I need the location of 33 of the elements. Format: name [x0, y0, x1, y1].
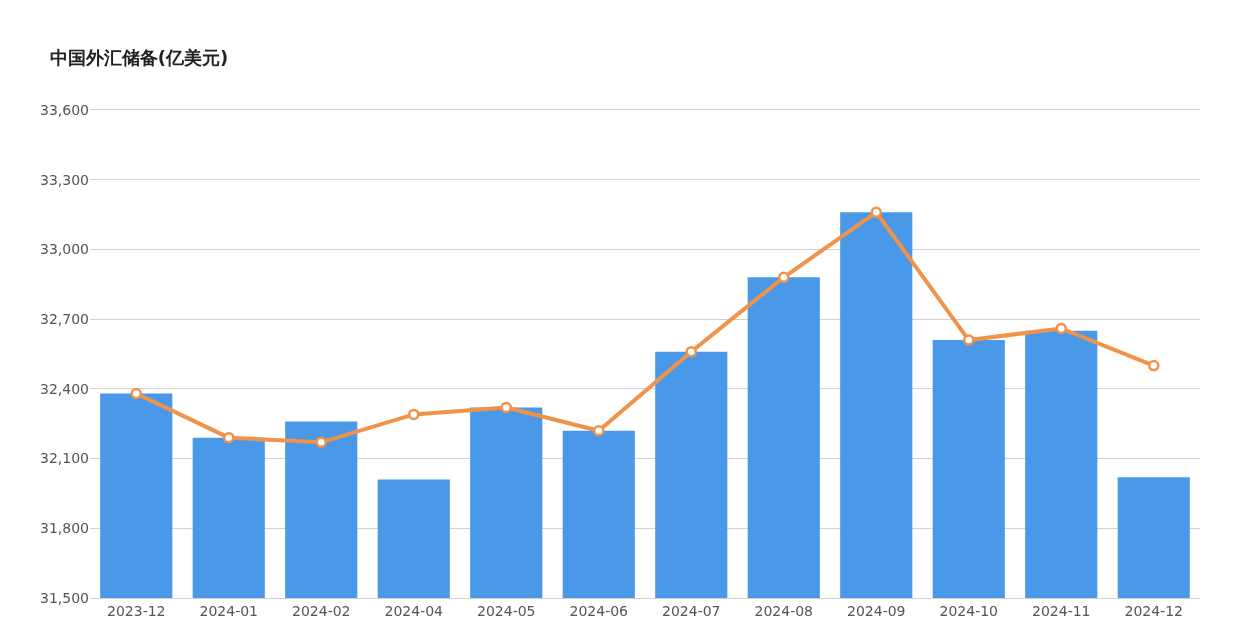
point: [963, 334, 975, 346]
point: [408, 408, 420, 421]
point: [778, 271, 790, 284]
x-tick-label: 2023-12: [107, 602, 166, 619]
y-tick-label: 32,700: [40, 311, 89, 328]
x-tick-label: 2024-01: [199, 602, 258, 619]
point: [1055, 322, 1067, 335]
x-tick-label: 2024-11: [1032, 602, 1091, 619]
point: [593, 424, 605, 437]
chart-title: 中国外汇储备(亿美元): [49, 47, 229, 69]
y-tick-label: 32,400: [40, 380, 89, 397]
point: [870, 206, 882, 218]
x-tick-label: 2024-08: [754, 602, 813, 619]
x-tick-label: 2024-10: [939, 602, 998, 619]
x-tick-label: 2024-07: [662, 602, 721, 619]
point: [130, 387, 142, 400]
point: [315, 436, 327, 449]
point: [1148, 359, 1160, 372]
x-tick-label: 2024-02: [292, 602, 351, 619]
x-tick-label: 2024-06: [569, 602, 629, 619]
x-tick-label: 2024-04: [384, 602, 444, 619]
y-tick-label: 33,000: [40, 241, 89, 258]
x-tick-label: 2024-09: [847, 602, 906, 619]
y-tick-label: 31,500: [40, 589, 89, 606]
point: [685, 345, 697, 358]
y-tick-label: 33,300: [40, 171, 89, 188]
point: [223, 431, 235, 444]
y-tick-label: 31,800: [40, 520, 89, 537]
y-tick-label: 33,600: [40, 101, 89, 118]
x-tick-label: 2024-12: [1124, 602, 1183, 619]
y-tick-label: 32,100: [40, 450, 89, 467]
x-tick-label: 2024-05: [477, 602, 536, 619]
point: [500, 401, 512, 414]
